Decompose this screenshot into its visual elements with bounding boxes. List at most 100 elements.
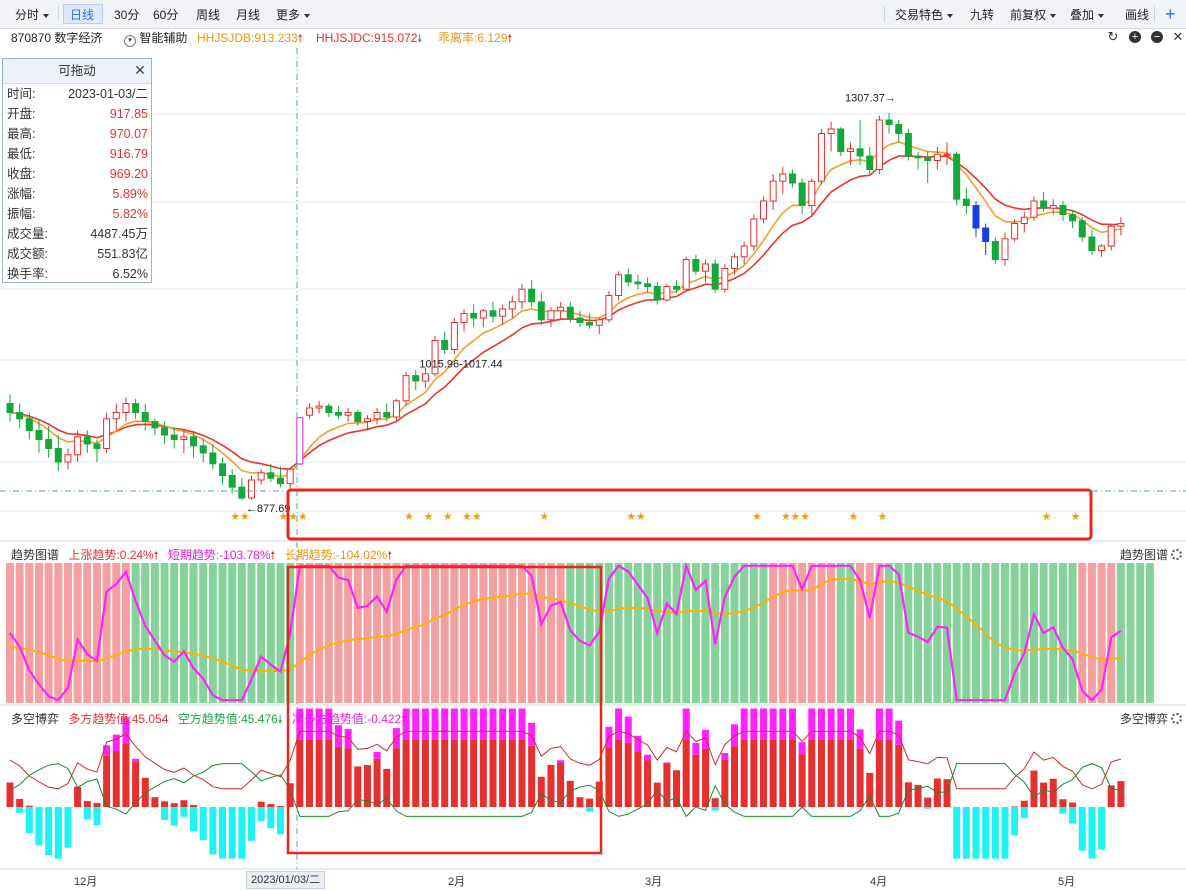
trend-bar xyxy=(83,563,92,703)
net-long-bar xyxy=(779,708,787,740)
trend-bar xyxy=(150,563,159,703)
candle-body xyxy=(885,119,893,125)
trend-bar xyxy=(923,563,932,703)
toolbar-rixian[interactable]: 日线 xyxy=(63,4,103,24)
toolbar-right-2[interactable]: 前复权 xyxy=(1003,4,1060,24)
short-bar xyxy=(991,807,999,859)
long-bar xyxy=(904,782,912,807)
long-bar xyxy=(808,739,816,807)
candle-body xyxy=(605,295,613,321)
long-bar xyxy=(103,755,111,807)
candle-body xyxy=(1098,245,1106,251)
candle-body xyxy=(392,400,400,418)
candle-body xyxy=(837,128,845,152)
star-icon: ★ xyxy=(877,511,887,523)
close-icon[interactable]: ✕ xyxy=(1172,29,1184,44)
tooltip-header[interactable]: 可拖动 ✕ xyxy=(3,59,151,84)
toolbar-30m[interactable]: 30分 xyxy=(114,8,140,22)
trend-bar xyxy=(460,563,469,703)
toolbar-60m[interactable]: 60分 xyxy=(153,8,179,22)
trend-panel-settings[interactable]: 趋势图谱 xyxy=(1120,546,1182,563)
long-bar xyxy=(344,748,352,807)
gear-icon[interactable] xyxy=(1171,713,1182,724)
long-bar xyxy=(354,766,362,807)
candle-body xyxy=(373,412,381,420)
up-arrow-icon: 🠕 xyxy=(297,33,303,45)
net-long-bar xyxy=(450,708,458,740)
long-bar xyxy=(586,798,594,807)
long-bar xyxy=(1049,778,1057,807)
toolbar-zhouxian[interactable]: 周线 xyxy=(196,8,221,22)
net-long-bar xyxy=(392,728,400,749)
toolbar-yuexian[interactable]: 月线 xyxy=(236,8,261,22)
candle-body xyxy=(354,412,362,422)
trend-bar xyxy=(112,563,121,703)
short-bar xyxy=(972,807,980,859)
up-arrow-icon: 🠕 xyxy=(507,33,513,45)
star-icon: ★ xyxy=(404,511,414,523)
chevron-down-icon xyxy=(947,13,954,18)
tooltip-panel[interactable]: 可拖动 ✕ 时间: 2023-01-03/二 开盘: 917.85 最高: 970.07 最… xyxy=(2,58,152,283)
zoom-in-icon[interactable]: + xyxy=(1129,31,1141,43)
close-icon[interactable]: ✕ xyxy=(134,62,146,78)
net-long-bar xyxy=(827,708,835,740)
gear-icon[interactable] xyxy=(1171,549,1182,560)
tooltip-row-value: 4487.45万 xyxy=(90,227,148,241)
add-icon[interactable]: + xyxy=(1165,4,1176,24)
long-trend-line xyxy=(9,578,1121,673)
candle-body xyxy=(219,463,227,476)
cursor-date-label: 2023/01/03/二 xyxy=(246,871,326,889)
long-bar xyxy=(557,762,565,807)
candle-body xyxy=(122,403,130,413)
long-bar xyxy=(759,739,767,807)
ma-line-red xyxy=(9,155,1121,470)
trend-bar xyxy=(585,563,594,703)
smart-assist-toggle[interactable]: ▾ 智能辅助 xyxy=(124,29,187,47)
short-bar xyxy=(93,807,101,825)
candle-body xyxy=(421,373,429,382)
long-bar xyxy=(1020,800,1028,807)
candle-body xyxy=(740,245,748,258)
candle-body xyxy=(750,218,758,247)
toolbar-right-0[interactable]: 交易特色 xyxy=(888,4,960,24)
long-bar xyxy=(528,745,536,807)
long-bar xyxy=(315,739,323,807)
trend-bar xyxy=(324,563,333,703)
net-long-bar xyxy=(837,708,845,740)
net-long-bar xyxy=(885,708,893,740)
toolbar-more[interactable]: 更多 xyxy=(269,4,315,24)
long-bar xyxy=(798,754,806,807)
candle-body xyxy=(267,472,275,479)
candle-body xyxy=(721,268,729,290)
zoom-out-icon[interactable]: − xyxy=(1151,31,1163,43)
short-bar xyxy=(16,807,24,813)
trend-bar xyxy=(633,563,642,703)
candle-body xyxy=(653,286,661,301)
candles xyxy=(6,113,1125,500)
tooltip-row-key: 时间: xyxy=(7,87,36,101)
candle-body xyxy=(16,412,24,420)
toolbar-fenshi[interactable]: 分时 xyxy=(8,4,52,24)
toolbar-right-4[interactable]: 画线 xyxy=(1125,8,1150,22)
net-long-bar xyxy=(518,708,526,740)
long-bar xyxy=(740,739,748,807)
net-value: 净多方趋势值:-0.422🠕 xyxy=(291,712,406,726)
reset-icon[interactable]: ↻ xyxy=(1107,29,1119,44)
toolbar-right-1[interactable]: 九转 xyxy=(970,8,995,22)
toolbar-right-3[interactable]: 叠加 xyxy=(1063,4,1115,24)
long-bar xyxy=(122,743,130,807)
candle-body xyxy=(238,486,246,499)
trend-bar xyxy=(257,563,266,703)
candle-body xyxy=(161,427,169,436)
game-panel-settings[interactable]: 多空博弈 xyxy=(1120,710,1182,727)
trend-bar xyxy=(865,563,874,703)
candle-body xyxy=(663,286,671,301)
trend-bar xyxy=(643,563,652,703)
long-bar xyxy=(421,739,429,807)
candle-body xyxy=(856,148,864,157)
trend-bar xyxy=(411,563,420,703)
star-icon: ★ xyxy=(800,511,810,523)
candle-body xyxy=(93,443,101,449)
candle-body xyxy=(1078,220,1086,238)
trend-bar xyxy=(218,563,227,703)
